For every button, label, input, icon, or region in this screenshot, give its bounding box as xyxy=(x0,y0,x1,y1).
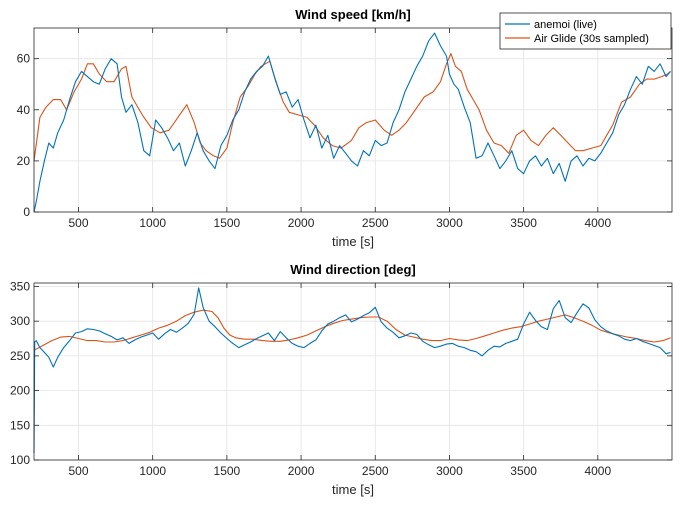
x-tick-label: 2000 xyxy=(288,464,315,478)
chart-title: Wind direction [deg] xyxy=(290,262,416,277)
wind-direction-axes: 500 1000 1500 2000 2500 3000 3500 4000 100 150 200… xyxy=(10,262,673,497)
series-line-air-glide-30s-sampled xyxy=(33,53,671,161)
axes-box xyxy=(33,27,673,213)
x-tick-label: 2000 xyxy=(288,216,315,230)
x-tick-label: 4000 xyxy=(584,216,611,230)
series-lines xyxy=(33,32,671,213)
y-tick-label: 350 xyxy=(10,279,30,293)
x-tick-label: 1000 xyxy=(139,216,166,230)
legend-label-anemoi: anemoi (live) xyxy=(534,19,597,31)
y-tick-label: 200 xyxy=(10,384,30,398)
x-tick-label: 500 xyxy=(68,216,88,230)
y-tick-label: 40 xyxy=(17,103,31,117)
y-tick-label: 150 xyxy=(10,418,30,432)
series-line-anemoi-live xyxy=(33,287,671,454)
tick-labels: 500 1000 1500 2000 2500 3000 3500 4000 0 20 40 60 xyxy=(17,28,672,230)
axes-background xyxy=(34,283,672,460)
series-line-air-glide-30s-sampled xyxy=(33,309,671,351)
x-tick-label: 4000 xyxy=(584,464,611,478)
x-tick-label: 3000 xyxy=(436,216,463,230)
y-tick-label: 0 xyxy=(23,205,30,219)
y-tick-label: 100 xyxy=(10,453,30,467)
x-tick-label: 1500 xyxy=(214,216,241,230)
x-tick-label: 2500 xyxy=(362,464,389,478)
chart-title: Wind speed [km/h] xyxy=(295,7,410,22)
x-tick-label: 1000 xyxy=(139,464,166,478)
y-tick-label: 20 xyxy=(17,154,31,168)
tick-labels: 500 1000 1500 2000 2500 3000 3500 4000 100 150 200… xyxy=(10,279,672,478)
x-tick-label: 3500 xyxy=(510,464,537,478)
legend[interactable]: anemoi (live) Air Glide (30s sampled) xyxy=(499,12,672,50)
legend-label-air-glide: Air Glide (30s sampled) xyxy=(534,33,649,45)
x-axis-label: time [s] xyxy=(332,234,374,249)
y-tick-label: 250 xyxy=(10,349,30,363)
series-lines xyxy=(33,287,671,454)
y-tick-label: 300 xyxy=(10,314,30,328)
series-line-anemoi-live xyxy=(33,32,671,213)
x-tick-label: 1500 xyxy=(214,464,241,478)
x-tick-label: 3500 xyxy=(510,216,537,230)
x-tick-label: 3000 xyxy=(436,464,463,478)
wind-speed-axes: 500 1000 1500 2000 2500 3000 3500 4000 0 20 40 60 W… xyxy=(17,7,673,249)
x-axis-label: time [s] xyxy=(332,482,374,497)
axes-background xyxy=(34,28,672,212)
legend-box xyxy=(499,12,672,50)
x-tick-label: 2500 xyxy=(362,216,389,230)
x-tick-label: 500 xyxy=(68,464,88,478)
axes-box xyxy=(33,282,673,461)
y-tick-label: 60 xyxy=(17,52,31,66)
